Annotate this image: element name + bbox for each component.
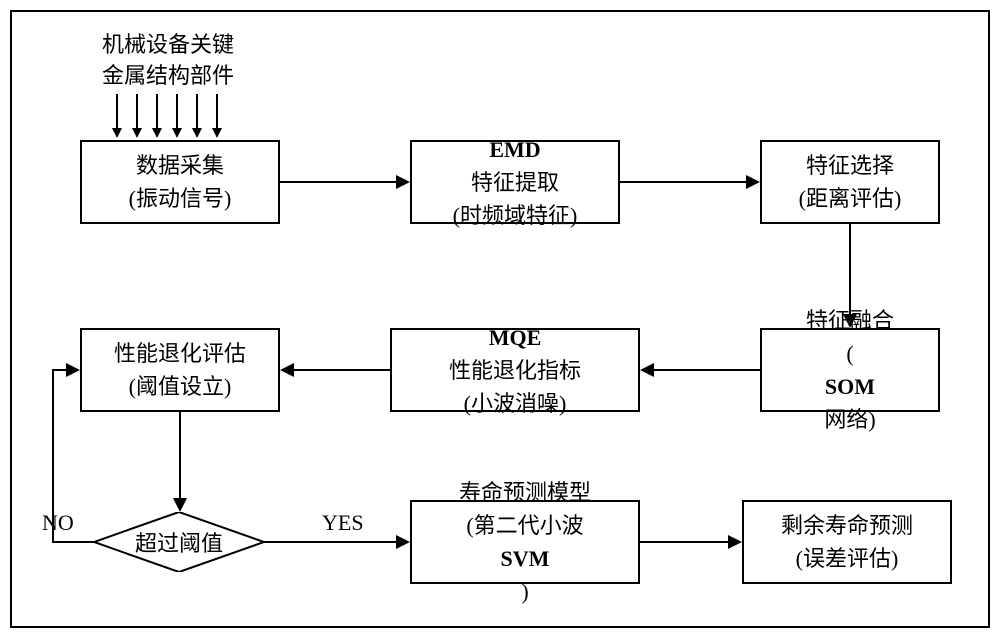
edge-n1-n2-head: [396, 175, 410, 189]
input-arrow-head: [152, 128, 162, 138]
node-title: 特征选择: [806, 149, 894, 182]
input-arrow-line: [196, 94, 198, 128]
edge-n2-n3-head: [746, 175, 760, 189]
edge-n6-diamond: [179, 412, 181, 498]
edge-no-h1: [52, 541, 94, 543]
edge-n4-n5: [654, 369, 760, 371]
node-sub: (振动信号): [129, 182, 232, 215]
label-yes: YES: [322, 510, 364, 536]
edge-no-head: [66, 363, 80, 377]
edge-n5-n6-head: [280, 363, 294, 377]
node-feature-select: 特征选择 (距离评估): [760, 140, 940, 224]
edge-n4-n5-head: [640, 363, 654, 377]
input-arrow-line: [156, 94, 158, 128]
node-degradation-eval: 性能退化评估 (阈值设立): [80, 328, 280, 412]
node-sub: (误差评估): [796, 542, 899, 575]
node-sub: (小波消噪): [464, 387, 567, 420]
node-data-collection: 数据采集 (振动信号): [80, 140, 280, 224]
node-sub: (阈值设立): [129, 370, 232, 403]
edge-n1-n2: [280, 181, 396, 183]
label-no: NO: [42, 510, 74, 536]
edge-n7-n8-head: [728, 535, 742, 549]
node-emd-feature: EMD 特征提取 (时频域特征): [410, 140, 620, 224]
node-title: 性能退化评估: [114, 337, 246, 370]
node-title: EMD 特征提取: [471, 133, 559, 199]
node-remaining-life: 剩余寿命预测 (误差评估): [742, 500, 952, 584]
input-arrow-head: [172, 128, 182, 138]
input-label: 机械设备关键 金属结构部件: [102, 30, 234, 92]
node-feature-fusion: 特征融合 (SOM网络): [760, 328, 940, 412]
edge-yes-head: [396, 535, 410, 549]
edge-n3-n4: [849, 224, 851, 314]
input-arrow-line: [136, 94, 138, 128]
node-sub: (第二代小波SVM): [466, 509, 583, 608]
node-sub: (SOM网络): [824, 337, 875, 436]
input-label-line1: 机械设备关键: [102, 32, 234, 57]
input-label-line2: 金属结构部件: [102, 63, 234, 88]
input-arrow-head: [112, 128, 122, 138]
edge-n6-diamond-head: [173, 498, 187, 512]
decision-text: 超过阈值: [94, 512, 264, 572]
node-sub: (距离评估): [799, 182, 902, 215]
input-arrow-head: [132, 128, 142, 138]
edge-n7-n8: [640, 541, 728, 543]
input-arrow-head: [212, 128, 222, 138]
node-sub: (时频域特征): [453, 199, 578, 232]
node-title: 剩余寿命预测: [781, 509, 913, 542]
edge-n2-n3: [620, 181, 746, 183]
input-arrow-line: [116, 94, 118, 128]
decision-threshold: 超过阈值: [94, 512, 264, 572]
node-title: MQE 性能退化指标: [449, 321, 581, 387]
input-arrow-line: [216, 94, 218, 128]
node-title: 寿命预测模型: [459, 476, 591, 509]
node-mqe: MQE 性能退化指标 (小波消噪): [390, 328, 640, 412]
node-title: 数据采集: [136, 149, 224, 182]
edge-yes: [264, 541, 396, 543]
node-life-model: 寿命预测模型 (第二代小波SVM): [410, 500, 640, 584]
diagram-frame: 机械设备关键 金属结构部件 数据采集 (振动信号) EMD 特征提取 (时频域特…: [10, 10, 990, 628]
edge-n5-n6: [294, 369, 390, 371]
input-arrow-head: [192, 128, 202, 138]
edge-no-h2: [52, 369, 66, 371]
input-arrow-line: [176, 94, 178, 128]
edge-n3-n4-head: [843, 314, 857, 328]
